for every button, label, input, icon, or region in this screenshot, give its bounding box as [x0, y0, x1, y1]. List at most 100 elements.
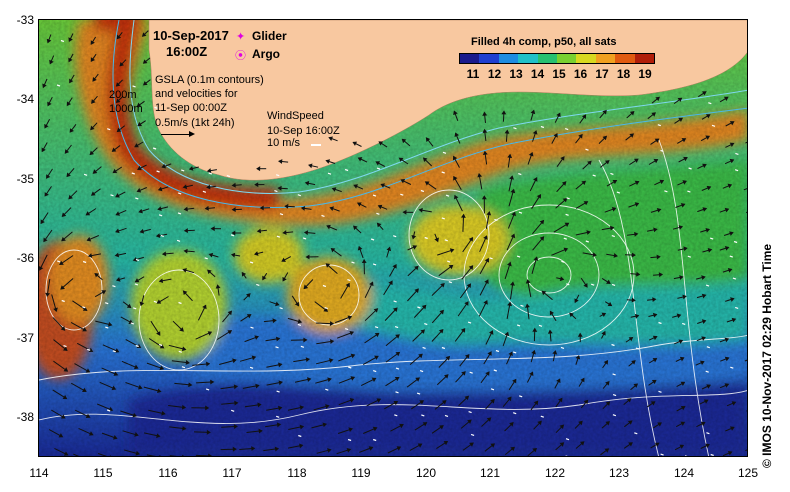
velocity-arrowhead — [678, 117, 684, 123]
wind-arrow — [516, 255, 521, 258]
velocity-arrowhead — [352, 141, 358, 146]
velocity-arrowhead — [373, 308, 379, 313]
velocity-arrowhead — [182, 290, 188, 296]
velocity-arrowhead — [605, 421, 610, 426]
wind-arrow — [394, 414, 398, 417]
velocity-arrowhead — [682, 180, 687, 185]
velocity-arrowhead — [592, 252, 597, 258]
velocity-arrowhead — [278, 405, 283, 411]
gsla-caption-line2: and velocities for — [155, 88, 238, 100]
velocity-arrowhead — [90, 57, 96, 63]
velocity-arrowhead — [246, 293, 251, 298]
lat-tick: -38 — [16, 410, 34, 424]
wind-arrow — [684, 455, 688, 456]
velocity-arrowhead — [401, 138, 407, 144]
velocity-arrowhead — [533, 177, 538, 182]
velocity-arrowhead — [299, 443, 304, 449]
wind-arrow — [276, 390, 280, 393]
velocity-arrowhead — [227, 330, 233, 335]
velocity-arrowhead — [82, 387, 87, 393]
velocity-arrowhead — [134, 143, 139, 148]
velocity-arrowhead — [202, 304, 207, 310]
colorbar-title: Filled 4h comp, p50, all sats — [471, 36, 617, 48]
velocity-arrowhead — [215, 284, 221, 289]
wind-arrow — [635, 347, 640, 350]
velocity-arrowhead — [418, 353, 423, 359]
velocity-arrowhead — [206, 361, 211, 367]
velocity-arrowhead — [43, 237, 48, 243]
wind-arrow — [732, 277, 737, 280]
gsla-caption-line3: 11-Sep 00:00Z — [155, 102, 227, 114]
velocity-arrowhead — [59, 260, 64, 266]
velocity-arrowhead — [729, 121, 735, 126]
wind-arrow — [561, 260, 565, 263]
velocity-arrowhead — [350, 376, 356, 381]
velocity-arrowhead — [374, 332, 380, 338]
velocity-arrowhead — [453, 175, 458, 181]
lon-tick: 121 — [479, 466, 501, 480]
velocity-arrowhead — [297, 318, 303, 324]
wind-arrow — [376, 167, 381, 170]
velocity-arrowhead — [113, 371, 119, 376]
gsla-caption-line1: GSLA (0.1m contours) — [155, 74, 264, 86]
velocity-arrowhead — [525, 303, 530, 308]
velocity-arrowhead — [85, 211, 91, 216]
wind-arrow — [566, 283, 570, 286]
velocity-arrowhead — [702, 91, 707, 96]
velocity-arrowhead — [227, 310, 233, 316]
velocity-arrowhead — [210, 379, 215, 385]
wind-scale-arrow-icon — [311, 144, 321, 146]
velocity-arrowhead — [507, 301, 512, 307]
wind-arrow — [110, 194, 114, 197]
wind-arrow — [705, 284, 710, 287]
velocity-arrowhead — [466, 283, 472, 289]
velocity-arrowhead — [398, 157, 404, 162]
velocity-arrowhead — [485, 371, 490, 376]
wind-arrow — [519, 395, 523, 398]
velocity-arrowhead — [275, 301, 280, 307]
velocity-arrowhead — [605, 401, 611, 406]
velocity-arrowhead — [724, 246, 730, 251]
velocity-arrowhead — [558, 397, 563, 403]
velocity-arrowhead — [350, 353, 356, 359]
velocity-arrowhead — [536, 193, 542, 199]
velocity-arrowhead — [395, 351, 401, 357]
velocity-arrowhead — [612, 180, 618, 185]
velocity-arrowhead — [487, 351, 492, 356]
wind-scale: 10 m/s — [267, 137, 301, 149]
velocity-arrowhead — [729, 231, 734, 236]
wind-arrow — [231, 409, 235, 412]
velocity-arrowhead — [469, 442, 474, 447]
wind-arrow — [592, 174, 596, 177]
velocity-arrowhead — [583, 282, 588, 288]
velocity-arrowhead — [161, 251, 167, 257]
velocity-arrowhead — [357, 157, 363, 162]
velocity-arrowhead — [368, 446, 374, 451]
velocity-arrowhead — [377, 204, 383, 210]
velocity-arrowhead — [553, 133, 558, 138]
colorbar-tick-label: 12 — [487, 67, 502, 81]
velocity-arrowhead — [361, 258, 367, 264]
wind-arrow — [494, 218, 498, 221]
velocity-arrowhead — [425, 137, 431, 142]
velocity-arrowhead — [559, 442, 565, 447]
wind-arrow — [445, 194, 450, 197]
velocity-arrowhead — [650, 401, 656, 406]
wind-arrow — [347, 438, 352, 442]
velocity-arrowhead — [700, 421, 706, 427]
velocity-arrowhead — [89, 150, 95, 156]
velocity-arrowhead — [439, 309, 444, 315]
wind-arrow — [178, 192, 182, 195]
velocity-arrowhead — [454, 194, 459, 200]
velocity-arrowhead — [156, 433, 161, 439]
velocity-arrowhead — [727, 183, 733, 189]
wind-arrow — [735, 306, 739, 309]
velocity-arrowhead — [654, 442, 660, 447]
wind-arrow — [279, 213, 284, 216]
velocity-arrowhead — [414, 265, 419, 271]
velocity-arrowhead — [207, 269, 212, 275]
velocity-arrowhead — [627, 420, 633, 425]
velocity-arrowhead — [90, 40, 95, 45]
velocity-arrowhead — [60, 414, 66, 419]
velocity-arrowhead — [414, 288, 419, 294]
